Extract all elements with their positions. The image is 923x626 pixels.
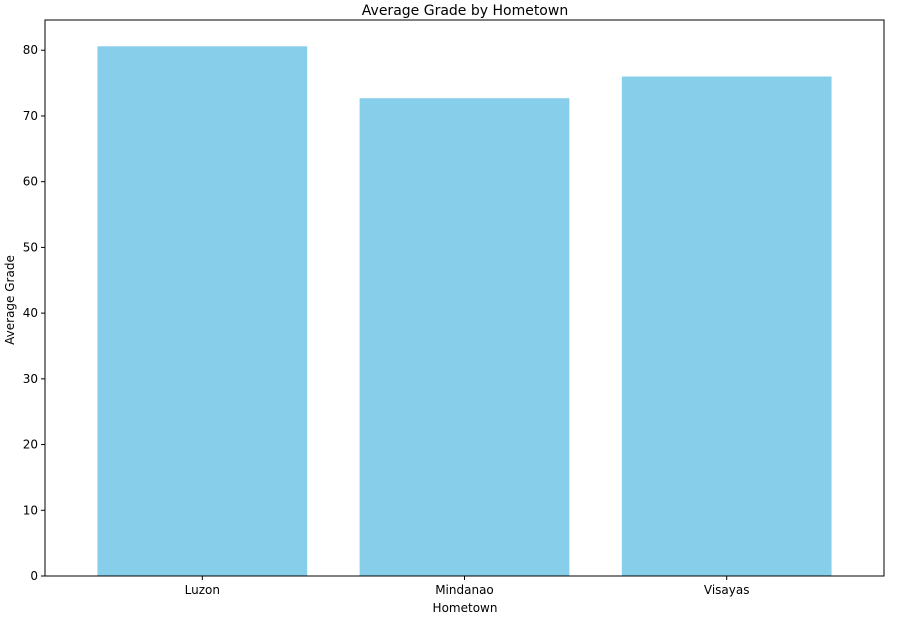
x-tick-label: Visayas [704,583,750,597]
y-tick-label: 70 [23,109,38,123]
y-tick-label: 0 [30,569,38,583]
chart-title: Average Grade by Hometown [362,3,568,19]
y-tick-label: 60 [23,175,38,189]
y-axis: 0 10 20 30 40 50 60 70 80 [23,43,45,583]
plot-frame [44,19,885,577]
y-tick-label: 80 [23,43,38,57]
y-axis-title: Average Grade [3,255,17,345]
x-axis: Luzon Mindanao Visayas [185,576,750,597]
y-tick-label: 30 [23,372,38,386]
x-axis-title: Hometown [433,601,498,615]
x-tick-label: Luzon [185,583,220,597]
bars-group [97,46,832,577]
bar-mindanao [359,98,570,576]
y-tick-label: 10 [23,503,38,517]
y-tick-label: 20 [23,438,38,452]
x-tick-label: Mindanao [435,583,494,597]
bar-visayas [621,76,832,577]
y-tick-label: 50 [23,240,38,254]
bar-luzon [97,46,308,577]
y-tick-label: 40 [23,306,38,320]
